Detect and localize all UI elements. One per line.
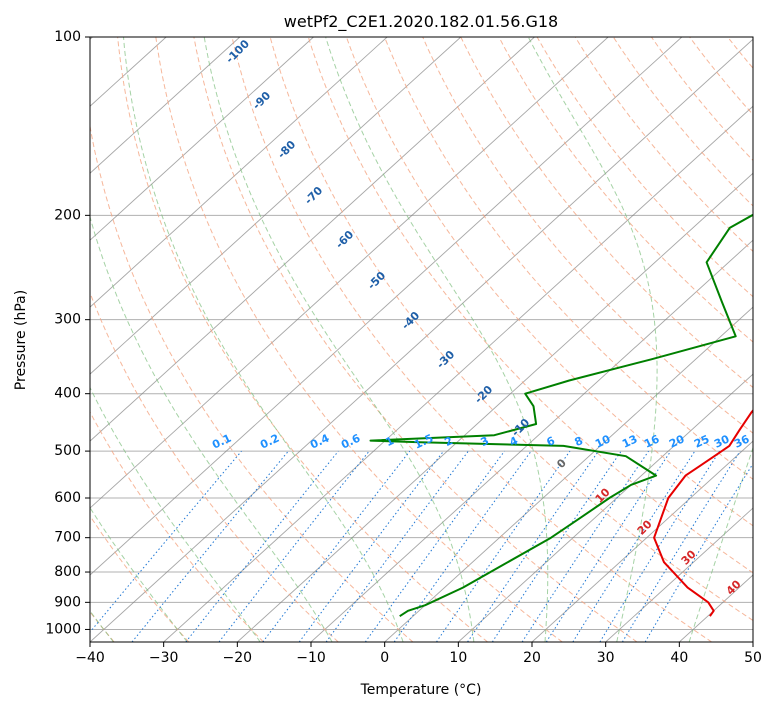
- isotherm-line: [90, 37, 535, 442]
- x-tick-label: 20: [523, 650, 541, 666]
- isotherm-line: [458, 373, 753, 642]
- isotherm-line: [90, 37, 683, 576]
- mixing-ratio-label: 30: [712, 432, 732, 450]
- mixing-ratio-line: [298, 450, 444, 642]
- isotherm-line: [90, 37, 241, 174]
- isotherm-line: [90, 37, 609, 509]
- moist-adiabat-line: [90, 386, 261, 642]
- mixing-ratio-line: [436, 450, 571, 642]
- mixing-ratio-line: [467, 450, 599, 642]
- mixing-ratio-line: [90, 450, 242, 633]
- dry-adiabat-line: [90, 123, 414, 642]
- mixing-ratio-label: 36: [732, 432, 752, 450]
- x-tick-label: 30: [597, 650, 615, 666]
- isotherm-line: [163, 105, 753, 642]
- dry-adiabat-line: [269, 37, 753, 622]
- mixing-ratio-line: [325, 450, 469, 642]
- x-tick-label: 0: [380, 650, 389, 666]
- y-tick-label: 300: [54, 312, 81, 328]
- data-series: [369, 213, 753, 618]
- mixing-ratio-line: [131, 450, 289, 642]
- chart-title: wetPf2_C2E1.2020.182.01.56.G18: [284, 12, 558, 32]
- y-tick-label: 200: [54, 207, 81, 223]
- mixing-ratio-line: [644, 462, 753, 642]
- moist-adiabat-line: [203, 37, 475, 642]
- plot-frame: [89, 36, 754, 643]
- mixing-ratio-line: [572, 450, 696, 642]
- y-tick-label: 100: [54, 29, 81, 45]
- isotherm-line: [90, 37, 314, 241]
- dry-adiabat-line: [498, 37, 753, 343]
- dry-adiabat-line: [193, 37, 638, 642]
- mixing-ratio-label: 10: [593, 432, 613, 450]
- y-axis-label: Pressure (hPa): [13, 290, 29, 390]
- isotherm-line: [90, 37, 462, 375]
- y-tick-label: 800: [54, 564, 81, 580]
- dry-adiabat-line: [155, 37, 563, 642]
- y-tick-label: 700: [54, 530, 81, 546]
- isotherm-line: [605, 507, 753, 642]
- axes: −40 −30 −20 −10 0 10 20 30 40 50 100 200 300 400 500 60…: [45, 29, 762, 666]
- background-lines: [90, 37, 753, 642]
- moist-adiabat-line: [123, 37, 404, 642]
- mixing-ratio-line: [545, 450, 672, 642]
- moist-adiabat-line: [688, 446, 753, 642]
- x-tick-label: −30: [149, 650, 179, 666]
- mixing-ratio-label: 25: [692, 432, 711, 450]
- isotherm-line: [531, 440, 753, 642]
- isotherm-line: [90, 37, 388, 308]
- dry-adiabat-line: [345, 37, 753, 527]
- mixing-ratio-label: 20: [667, 432, 687, 450]
- x-tick-label: −20: [223, 650, 253, 666]
- moist-adiabat-line: [325, 37, 549, 642]
- x-tick-label: 40: [670, 650, 688, 666]
- mixing-ratio-line: [185, 450, 339, 642]
- dry-adiabat-line: [536, 37, 753, 298]
- y-tick-label: 400: [54, 386, 81, 402]
- dry-adiabat-line: [90, 411, 264, 642]
- dry-adiabat-line: [307, 37, 753, 574]
- moist-adiabat-line: [90, 215, 333, 642]
- isotherm-line: [384, 306, 753, 642]
- y-tick-label: 600: [54, 490, 81, 506]
- mixing-ratio-line: [521, 450, 650, 642]
- mixing-ratio-line: [393, 450, 532, 642]
- y-tick-label: 1000: [45, 621, 81, 637]
- mixing-ratio-line: [364, 450, 505, 642]
- isotherm-line: [237, 172, 753, 642]
- dewpoint-line: [369, 213, 753, 618]
- y-tick-label: 900: [54, 594, 81, 610]
- x-tick-label: −40: [75, 650, 105, 666]
- y-tick-label: 500: [54, 443, 81, 459]
- x-tick-label: −10: [296, 650, 326, 666]
- mixing-ratio-line: [491, 450, 622, 642]
- mixing-ratio-label: 16: [642, 432, 662, 450]
- temperature-line: [653, 409, 753, 617]
- dry-adiabat-line: [231, 37, 712, 642]
- x-axis-label: Temperature (°C): [360, 682, 482, 698]
- isotherm-line: [90, 38, 753, 642]
- mixing-ratio-label: 13: [620, 432, 639, 450]
- x-tick-label: 50: [744, 650, 762, 666]
- x-tick-label: 10: [449, 650, 467, 666]
- dry-adiabat-line: [422, 37, 753, 434]
- mixing-ratio-line: [621, 450, 741, 642]
